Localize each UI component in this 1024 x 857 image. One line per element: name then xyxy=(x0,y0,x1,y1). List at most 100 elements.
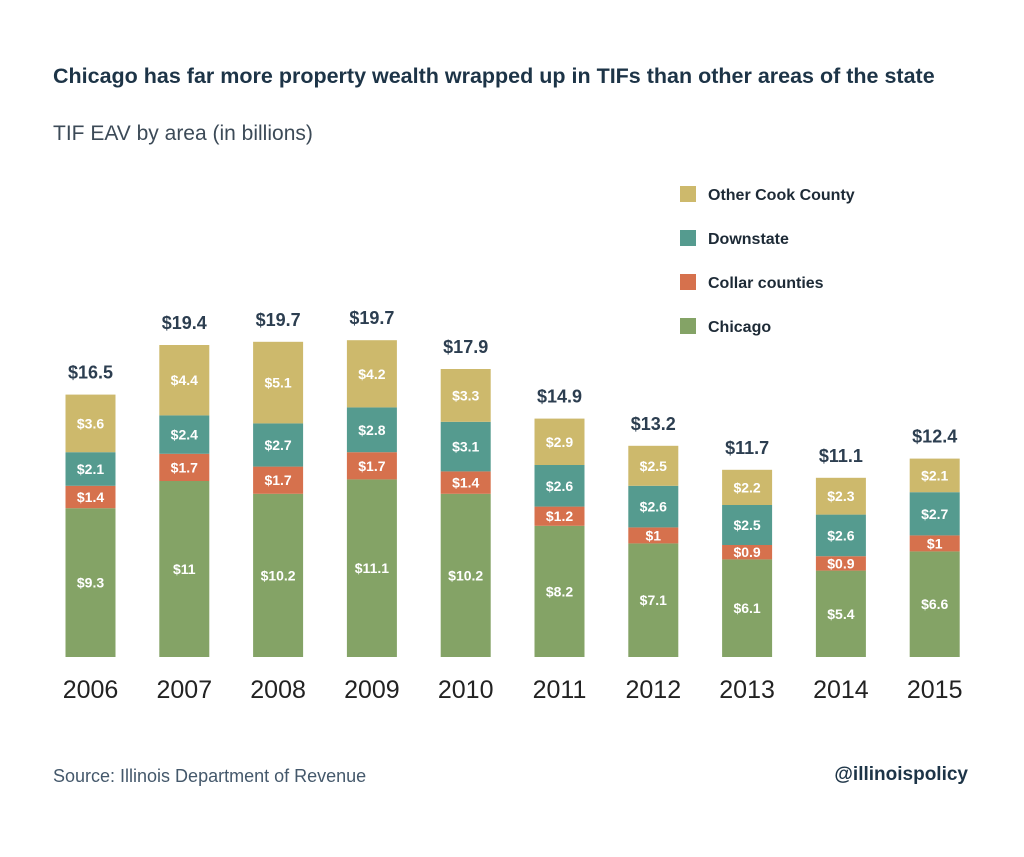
bar-segment-other-cook-county xyxy=(65,394,116,453)
total-value-label: $17.9 xyxy=(443,337,488,357)
segment-value-label: $5.4 xyxy=(827,606,854,622)
legend-label: Chicago xyxy=(708,319,771,336)
source-note: Source: Illinois Department of Revenue xyxy=(53,766,367,786)
x-tick-label: 2009 xyxy=(344,676,400,704)
legend-label: Other Cook County xyxy=(708,187,855,204)
segment-value-label: $11 xyxy=(173,561,196,577)
segment-value-label: $2.7 xyxy=(921,506,948,522)
segment-value-label: $5.1 xyxy=(264,375,291,391)
total-value-label: $12.4 xyxy=(912,427,957,447)
segment-value-label: $2.5 xyxy=(640,458,667,474)
bar-segment-downstate xyxy=(722,505,773,545)
segment-value-label: $11.1 xyxy=(355,560,389,576)
x-tick-label: 2013 xyxy=(719,676,775,704)
segment-value-label: $2.6 xyxy=(640,499,667,515)
x-tick-label: 2015 xyxy=(907,676,963,704)
segment-value-label: $10.2 xyxy=(261,567,296,583)
total-value-label: $19.4 xyxy=(162,313,207,333)
bar-segment-downstate xyxy=(534,465,585,507)
bar-segment-collar-counties xyxy=(440,471,491,494)
legend-swatch xyxy=(680,230,696,246)
bar-segment-collar-counties xyxy=(815,556,866,571)
segment-value-label: $1.4 xyxy=(452,475,479,491)
segment-value-label: $10.2 xyxy=(448,567,483,583)
bar-segment-downstate xyxy=(628,485,679,528)
total-value-label: $19.7 xyxy=(256,310,301,330)
bar-segment-collar-counties xyxy=(346,452,397,480)
bar-segment-other-cook-county xyxy=(159,345,210,416)
legend-swatch xyxy=(680,274,696,290)
bar-segment-chicago xyxy=(253,493,304,657)
bar-segment-chicago xyxy=(346,479,397,657)
x-tick-label: 2011 xyxy=(533,676,587,704)
segment-value-label: $2.1 xyxy=(77,461,104,477)
x-tick-label: 2006 xyxy=(63,676,119,704)
bar-segment-downstate xyxy=(65,452,116,486)
bar-segment-other-cook-county xyxy=(722,469,773,505)
total-value-label: $16.5 xyxy=(68,363,113,383)
bar-segment-downstate xyxy=(159,415,210,454)
bar-segment-chicago xyxy=(722,559,773,657)
bar-segment-downstate xyxy=(815,514,866,557)
segment-value-label: $3.6 xyxy=(77,415,104,431)
bar-segment-chicago xyxy=(534,525,585,657)
segment-value-label: $1 xyxy=(927,535,943,551)
total-value-label: $11.7 xyxy=(725,438,769,458)
segment-value-label: $9.3 xyxy=(77,575,104,591)
segment-value-label: $2.8 xyxy=(358,422,385,438)
segment-value-label: $2.6 xyxy=(827,527,854,543)
chart-title: Chicago has far more property wealth wra… xyxy=(53,64,935,88)
bar-segment-downstate xyxy=(440,421,491,472)
bar-segment-downstate xyxy=(346,407,397,453)
bar-segment-chicago xyxy=(909,551,960,657)
bar-segment-other-cook-county xyxy=(534,418,585,465)
x-tick-label: 2014 xyxy=(813,676,869,704)
total-value-label: $19.7 xyxy=(349,308,394,328)
bar-segment-collar-counties xyxy=(159,453,210,481)
bar-segment-chicago xyxy=(628,543,679,657)
legend-label: Collar counties xyxy=(708,275,824,292)
segment-value-label: $2.6 xyxy=(546,478,573,494)
bar-segment-chicago xyxy=(815,570,866,657)
segment-value-label: $1.2 xyxy=(546,508,573,524)
segment-value-label: $2.5 xyxy=(733,517,760,533)
bar-segment-collar-counties xyxy=(253,466,304,494)
segment-value-label: $2.3 xyxy=(827,488,854,504)
legend-swatch xyxy=(680,186,696,202)
x-tick-label: 2010 xyxy=(438,676,494,704)
segment-value-label: $4.4 xyxy=(171,372,198,388)
bar-segment-other-cook-county xyxy=(628,445,679,486)
bar-segment-other-cook-county xyxy=(253,341,304,424)
segment-value-label: $0.9 xyxy=(733,544,760,560)
bar-segment-chicago xyxy=(65,508,116,657)
segment-value-label: $1.7 xyxy=(264,472,291,488)
bar-segment-collar-counties xyxy=(628,527,679,544)
bar-segment-collar-counties xyxy=(534,506,585,526)
x-tick-label: 2007 xyxy=(156,676,212,704)
segment-value-label: $3.1 xyxy=(452,439,479,455)
segment-value-label: $3.3 xyxy=(452,387,479,403)
segment-value-label: $0.9 xyxy=(827,555,854,571)
legend-swatch xyxy=(680,318,696,334)
total-value-label: $13.2 xyxy=(631,414,676,434)
legend-label: Downstate xyxy=(708,231,789,248)
bar-segment-other-cook-county xyxy=(815,477,866,515)
segment-value-label: $2.1 xyxy=(921,467,948,483)
segment-value-label: $1.7 xyxy=(358,458,385,474)
bar-segment-chicago xyxy=(159,481,210,657)
segment-value-label: $8.2 xyxy=(546,583,573,599)
total-value-label: $11.1 xyxy=(819,446,863,466)
bar-segment-other-cook-county xyxy=(346,340,397,408)
segment-value-label: $4.2 xyxy=(358,366,385,382)
bar-segment-collar-counties xyxy=(65,485,116,509)
x-tick-label: 2012 xyxy=(625,676,681,704)
bar-segment-downstate xyxy=(909,492,960,536)
segment-value-label: $2.9 xyxy=(546,434,573,450)
bar-segment-collar-counties xyxy=(909,535,960,552)
chart-subtitle: TIF EAV by area (in billions) xyxy=(53,122,313,145)
bar-segment-chicago xyxy=(440,493,491,657)
x-tick-label: 2008 xyxy=(250,676,306,704)
twitter-handle: @illinoispolicy xyxy=(834,764,968,785)
bar-segment-collar-counties xyxy=(722,545,773,560)
